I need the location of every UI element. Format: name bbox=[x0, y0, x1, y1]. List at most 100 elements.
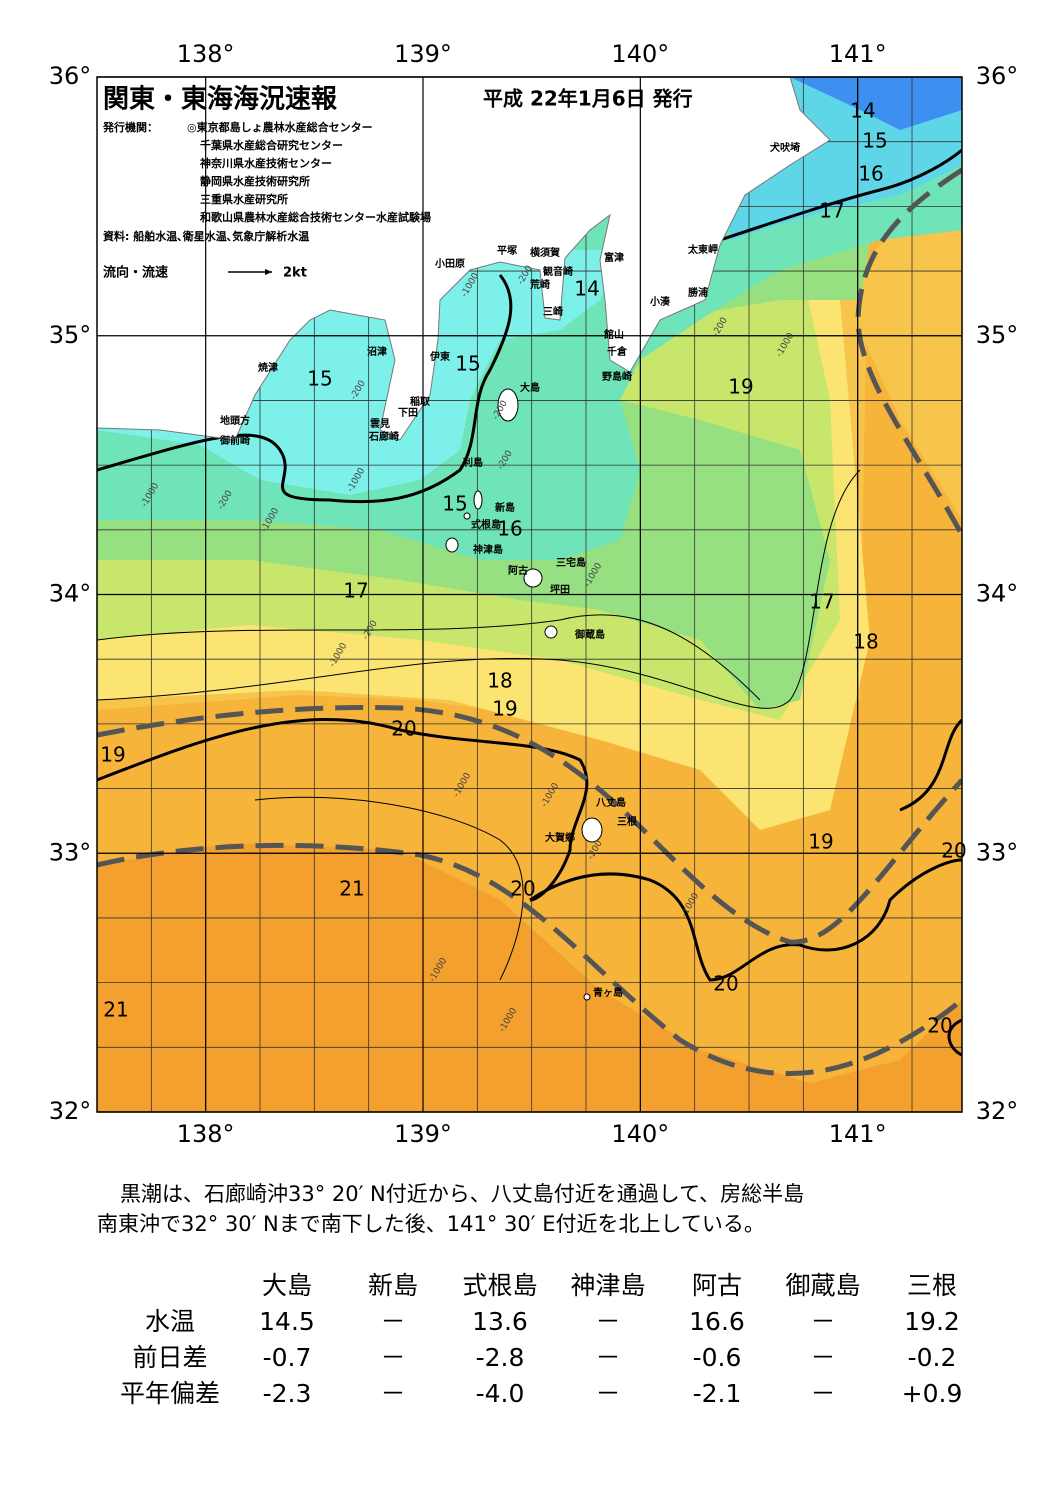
legend-label: 流向・流速 bbox=[103, 265, 168, 281]
place-name: 式根島 bbox=[471, 518, 501, 531]
isotherms bbox=[97, 148, 962, 1057]
isotherm-label: 17 bbox=[809, 590, 834, 614]
place-name: 勝浦 bbox=[688, 286, 708, 299]
isotherm-label: 20 bbox=[391, 717, 416, 741]
lon-tick-label: 141° bbox=[829, 40, 887, 68]
isotherm-label: 17 bbox=[343, 579, 368, 603]
row-label: 平年偏差 bbox=[120, 1379, 220, 1408]
table-cell: -2.1 bbox=[693, 1379, 742, 1408]
isotherm-label: 14 bbox=[850, 99, 875, 123]
issuer: 和歌山県農林水産総合技術センター水産試験場 bbox=[200, 210, 431, 224]
table-header: 御蔵島 bbox=[785, 1271, 860, 1300]
isotherm-label: 15 bbox=[455, 352, 480, 376]
lat-tick-label: 35° bbox=[49, 321, 92, 349]
place-name: 観音崎 bbox=[543, 265, 573, 278]
table-header: 阿古 bbox=[692, 1271, 742, 1300]
lat-tick-label: 35° bbox=[976, 321, 1019, 349]
lat-tick-label: 33° bbox=[976, 838, 1019, 866]
isotherm-label: 19 bbox=[100, 743, 125, 767]
place-name: 稲取 bbox=[410, 395, 431, 408]
lon-tick-label: 138° bbox=[177, 1120, 235, 1148]
date: 平成 22年1月6日 発行 bbox=[483, 87, 693, 111]
isotherm-label: 21 bbox=[339, 877, 364, 901]
place-name: 青ヶ島 bbox=[593, 986, 623, 999]
place-name: 大島 bbox=[520, 381, 540, 394]
summary-line: 黒潮は、石廊崎沖33° 20′ N付近から、八丈島付近を通過して、房総半島 bbox=[120, 1182, 804, 1206]
table-cell: 13.6 bbox=[472, 1307, 528, 1336]
place-name: 三崎 bbox=[543, 305, 563, 318]
isotherm-label: 16 bbox=[497, 517, 522, 541]
lon-tick-label: 140° bbox=[611, 1120, 669, 1148]
place-name: 小田原 bbox=[434, 257, 465, 270]
isotherm-label: 18 bbox=[853, 630, 878, 654]
table-cell: -2.3 bbox=[263, 1379, 312, 1408]
place-name: 利島 bbox=[463, 456, 483, 469]
lat-tick-label: 32° bbox=[976, 1097, 1019, 1125]
place-name: 伊東 bbox=[429, 350, 450, 363]
place-name: 沼津 bbox=[367, 345, 387, 358]
place-name: 下田 bbox=[398, 407, 418, 419]
isotherm-label: 20 bbox=[510, 877, 535, 901]
place-name: 富津 bbox=[604, 251, 624, 264]
row-label: 水温 bbox=[145, 1307, 195, 1336]
isotherm-label: 17 bbox=[819, 199, 844, 223]
table-cell: － bbox=[380, 1307, 405, 1336]
issuer: ◎東京都島しょ農林水産総合センター bbox=[187, 120, 373, 134]
table-cell: -0.7 bbox=[263, 1343, 312, 1372]
issuer: 神奈川県水産技術センター bbox=[200, 156, 332, 170]
table-cell: － bbox=[380, 1343, 405, 1372]
table-header: 三根 bbox=[907, 1271, 957, 1300]
place-name: 三宅島 bbox=[556, 556, 586, 569]
table-cell: 16.6 bbox=[689, 1307, 745, 1336]
table-cell: -2.8 bbox=[476, 1343, 525, 1372]
place-name: 石廊崎 bbox=[368, 430, 399, 443]
legend-arrowhead bbox=[265, 269, 272, 275]
place-name: 館山 bbox=[603, 328, 624, 341]
sea bbox=[97, 77, 962, 1112]
summary-line: 南東沖で32° 30′ Nまで南下した後、141° 30′ E付近を北上している… bbox=[97, 1212, 765, 1236]
isotherm-label: 15 bbox=[862, 129, 887, 153]
place-name: 千倉 bbox=[607, 345, 628, 358]
table-cell: -0.6 bbox=[693, 1343, 742, 1372]
isotherm-label: 18 bbox=[487, 669, 512, 693]
table-cell: － bbox=[595, 1379, 620, 1408]
table-cell: － bbox=[810, 1343, 835, 1372]
table-cell: － bbox=[595, 1307, 620, 1336]
place-name: 犬吠埼 bbox=[770, 141, 800, 154]
place-name: 神津島 bbox=[473, 543, 503, 556]
table-cell: +0.9 bbox=[902, 1379, 963, 1408]
isotherm-label: 20 bbox=[927, 1014, 952, 1038]
lat-tick-label: 34° bbox=[976, 580, 1019, 608]
lon-tick-label: 141° bbox=[829, 1120, 887, 1148]
isotherm-label: 21 bbox=[103, 998, 128, 1022]
lon-tick-label: 138° bbox=[177, 40, 235, 68]
issuer: 静岡県水産技術研究所 bbox=[200, 174, 310, 188]
lat-tick-label: 36° bbox=[976, 62, 1019, 90]
place-name: 横須賀 bbox=[530, 246, 560, 259]
row-label: 前日差 bbox=[132, 1343, 207, 1372]
lon-tick-label: 139° bbox=[394, 40, 452, 68]
table-cell: － bbox=[380, 1379, 405, 1408]
lat-tick-label: 34° bbox=[49, 580, 92, 608]
lon-tick-label: 140° bbox=[611, 40, 669, 68]
table-header: 式根島 bbox=[462, 1271, 537, 1300]
place-name: 新島 bbox=[495, 501, 515, 514]
isotherm-label: 15 bbox=[442, 492, 467, 516]
place-name: 御前崎 bbox=[219, 434, 250, 447]
place-name: 御蔵島 bbox=[574, 628, 605, 641]
islands bbox=[445, 388, 603, 1001]
issuer-label: 発行機関： bbox=[102, 120, 158, 134]
isotherm-label: 20 bbox=[941, 839, 966, 863]
isotherm-label: 19 bbox=[728, 375, 753, 399]
table-cell: -4.0 bbox=[476, 1379, 525, 1408]
place-name: 三根 bbox=[617, 815, 637, 828]
isotherm-label: 14 bbox=[574, 277, 599, 301]
lon-tick-label: 139° bbox=[394, 1120, 452, 1148]
kuroshio-axis bbox=[97, 167, 962, 1077]
table-header: 神津島 bbox=[570, 1271, 645, 1300]
table-cell: -0.2 bbox=[908, 1343, 957, 1372]
issuer: 千葉県水産総合研究センター bbox=[200, 138, 343, 152]
place-name: 小湊 bbox=[649, 295, 671, 308]
